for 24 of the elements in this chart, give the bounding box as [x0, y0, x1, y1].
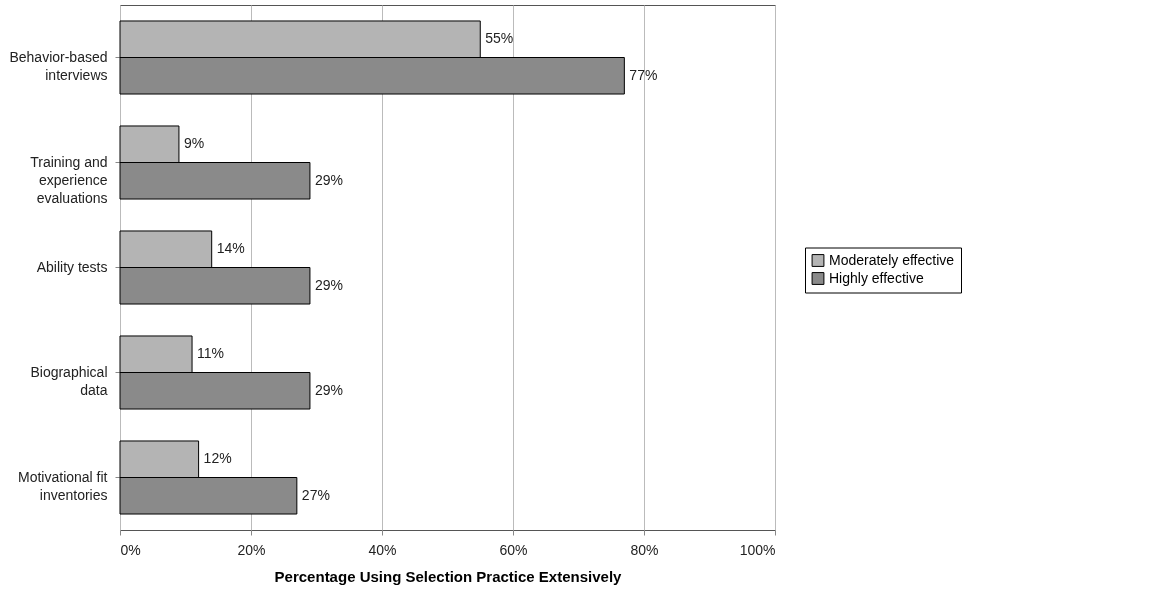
- data-label: 27%: [301, 486, 330, 503]
- y-tick-label: Biographical data: [30, 363, 108, 398]
- x-tick-label: 100%: [739, 541, 776, 558]
- x-tick-label: 20%: [237, 541, 266, 558]
- x-tick-label: 80%: [630, 541, 659, 558]
- y-tick-label: Ability tests: [36, 258, 108, 275]
- legend-label: Moderately effective: [829, 251, 955, 268]
- data-label: 29%: [314, 276, 343, 293]
- x-tick-label: 0%: [120, 541, 141, 558]
- x-tick-label: 40%: [368, 541, 397, 558]
- data-label: 29%: [314, 171, 343, 188]
- y-tick-label: Motivational fit inventories: [18, 468, 108, 503]
- legend-label: Highly effective: [829, 269, 924, 286]
- y-tick-label: Behavior-based interviews: [9, 48, 108, 83]
- data-label: 12%: [203, 450, 232, 467]
- data-label: 55%: [485, 30, 514, 47]
- y-tick-label: Training and experience evaluations: [30, 153, 108, 206]
- data-label: 77%: [629, 66, 658, 83]
- data-label: 11%: [197, 345, 225, 362]
- data-label: 29%: [314, 381, 343, 398]
- x-axis-title: Percentage Using Selection Practice Extensively: [274, 567, 623, 585]
- data-label: 14%: [216, 240, 245, 257]
- data-label: 9%: [183, 135, 205, 152]
- x-tick-label: 60%: [499, 541, 528, 558]
